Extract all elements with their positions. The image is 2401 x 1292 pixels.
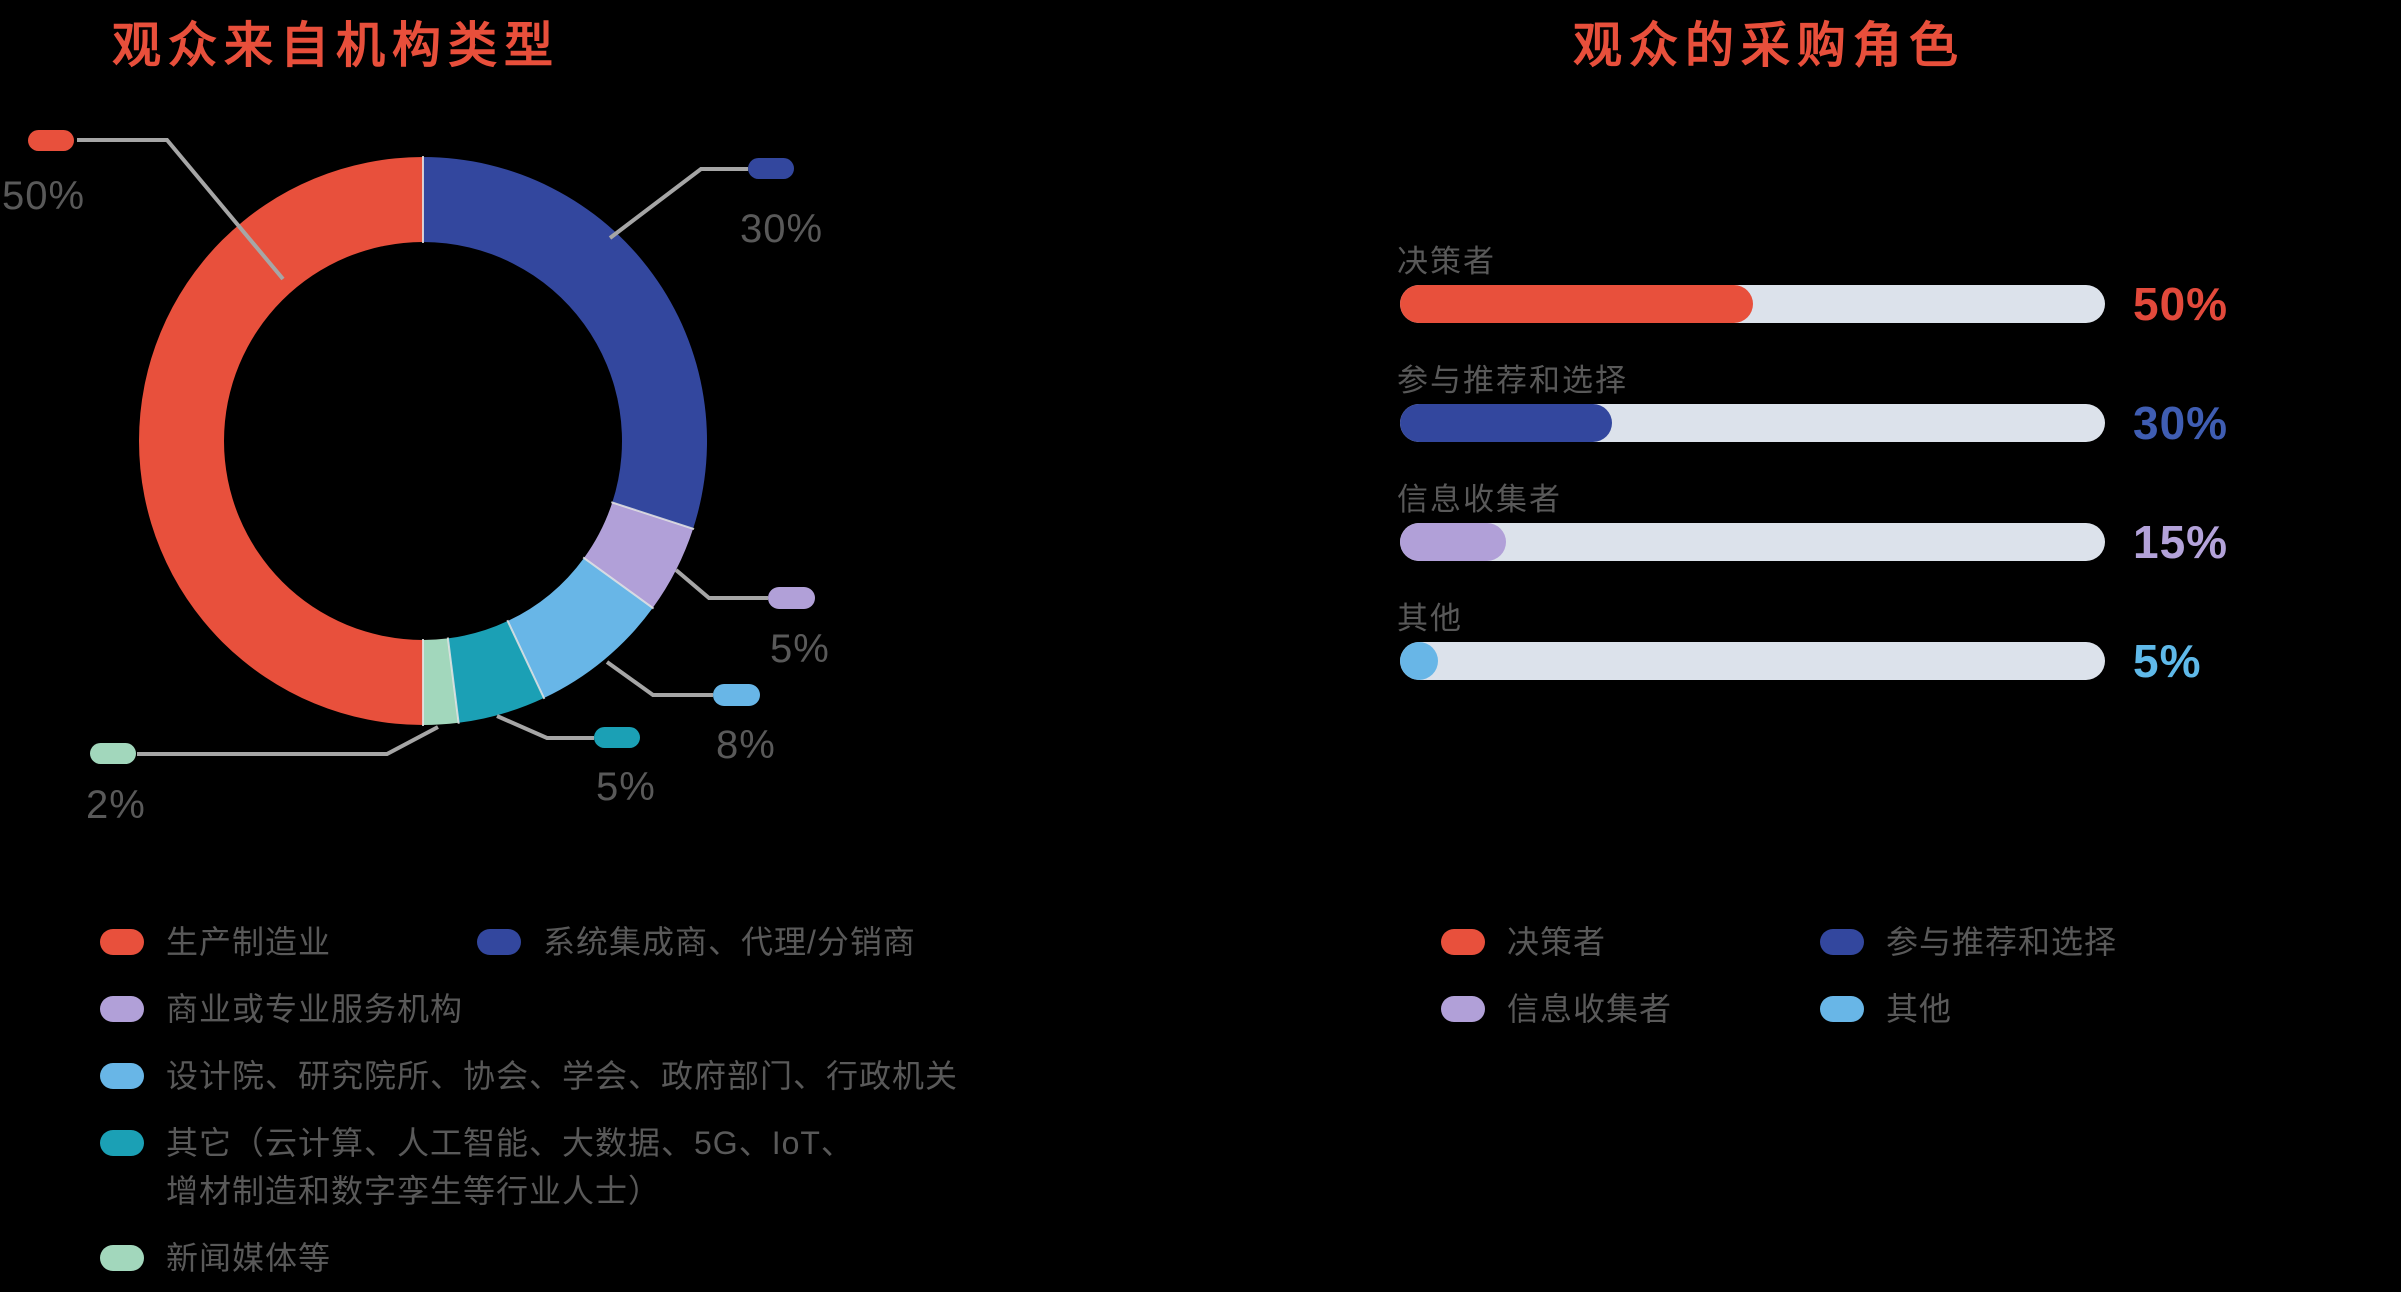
legend-pill <box>477 929 521 955</box>
bar-value-label: 15% <box>2133 516 2229 568</box>
bar-fill <box>1400 285 1753 323</box>
legend-item-label: 参与推荐和选择 <box>1886 924 2118 960</box>
legend-pill <box>100 1245 144 1271</box>
callout-value-label: 5% <box>596 765 656 809</box>
callout-leader-line <box>674 568 768 600</box>
donut-segment-separator <box>506 619 546 700</box>
legend-pill <box>100 1063 144 1089</box>
callout-leader-line <box>496 714 594 740</box>
callout-pill <box>748 158 794 179</box>
bar-track <box>1400 523 2105 561</box>
bar-value-label: 30% <box>2133 397 2229 449</box>
legend-pill <box>100 929 144 955</box>
donut-segment-separator <box>611 501 695 531</box>
donut-callout: 8% <box>605 660 776 767</box>
legend-item: 参与推荐和选择 <box>1820 918 2117 966</box>
bar-row-label: 其他 <box>1397 601 1463 636</box>
donut-chart-title: 观众来自机构类型 <box>112 19 561 73</box>
legend-pill <box>1441 929 1485 955</box>
legend-item: 商业或专业服务机构 <box>100 985 463 1033</box>
legend-item-label: 新闻媒体等 <box>166 1240 332 1276</box>
callout-value-label: 5% <box>770 627 830 671</box>
legend-item-label: 系统集成商、代理/分销商 <box>543 924 916 960</box>
bar-chart-title: 观众的采购角色 <box>1573 19 1966 73</box>
donut-segment-5 <box>139 157 423 725</box>
donut-segment-1 <box>583 502 694 608</box>
callout-leader-line <box>608 167 748 240</box>
donut-segment-3 <box>447 621 544 723</box>
donut-callout: 5% <box>496 714 656 809</box>
callout-leader-line <box>605 660 713 697</box>
callout-leader-line <box>137 725 439 756</box>
donut-callout: 5% <box>674 568 830 671</box>
donut-callout: 2% <box>86 725 439 827</box>
legend-pill <box>1820 929 1864 955</box>
legend-item: 信息收集者 <box>1441 985 1672 1033</box>
legend-pill <box>100 1130 144 1156</box>
callout-pill <box>768 587 815 609</box>
donut-segment-separator <box>446 637 460 724</box>
legend-pill <box>1441 996 1485 1022</box>
callout-leader-line <box>77 138 285 281</box>
legend-item-label: 信息收集者 <box>1507 991 1673 1027</box>
legend-item: 其他 <box>1820 985 1952 1033</box>
callout-pill <box>594 727 640 748</box>
bar-value-label: 50% <box>2133 278 2229 330</box>
legend-item-label: 其它（云计算、人工智能、大数据、5G、IoT、 增材制造和数字孪生等行业人士） <box>166 1125 854 1209</box>
legend-item: 生产制造业 <box>100 918 331 966</box>
donut-segment-separator <box>582 556 655 610</box>
legend-pill <box>1820 996 1864 1022</box>
legend-item: 新闻媒体等 <box>100 1234 331 1282</box>
bar-value-label: 5% <box>2133 635 2202 687</box>
legend-item-label: 设计院、研究院所、协会、学会、政府部门、行政机关 <box>166 1058 959 1094</box>
bar-fill <box>1400 404 1612 442</box>
callout-value-label: 2% <box>86 783 146 827</box>
bar-row-label: 决策者 <box>1397 244 1496 279</box>
callout-value-label: 8% <box>716 723 776 767</box>
callout-value-label: 30% <box>740 207 823 251</box>
bar-track <box>1400 642 2105 680</box>
bar-fill <box>1400 642 1438 680</box>
bar-row-label: 参与推荐和选择 <box>1397 363 1628 398</box>
donut-segment-2 <box>507 557 653 698</box>
donut-segment-0 <box>423 157 707 529</box>
callout-pill <box>90 743 136 764</box>
callout-value-label: 50% <box>2 174 85 218</box>
bar-row-label: 信息收集者 <box>1397 482 1562 517</box>
legend-item-label: 其他 <box>1886 991 1953 1027</box>
donut-callout: 30% <box>608 158 823 251</box>
callout-pill <box>713 684 760 706</box>
legend-item-label: 决策者 <box>1507 924 1607 960</box>
donut-callout: 50% <box>2 130 285 281</box>
callout-pill <box>28 130 74 151</box>
bar-fill <box>1400 523 1506 561</box>
legend-item: 决策者 <box>1441 918 1606 966</box>
legend-item: 系统集成商、代理/分销商 <box>477 918 916 966</box>
legend-pill <box>100 996 144 1022</box>
legend-item-label: 生产制造业 <box>166 924 332 960</box>
legend-item: 设计院、研究院所、协会、学会、政府部门、行政机关 <box>100 1052 958 1100</box>
legend-item: 其它（云计算、人工智能、大数据、5G、IoT、 增材制造和数字孪生等行业人士） <box>100 1119 854 1215</box>
legend-item-label: 商业或专业服务机构 <box>166 991 464 1027</box>
